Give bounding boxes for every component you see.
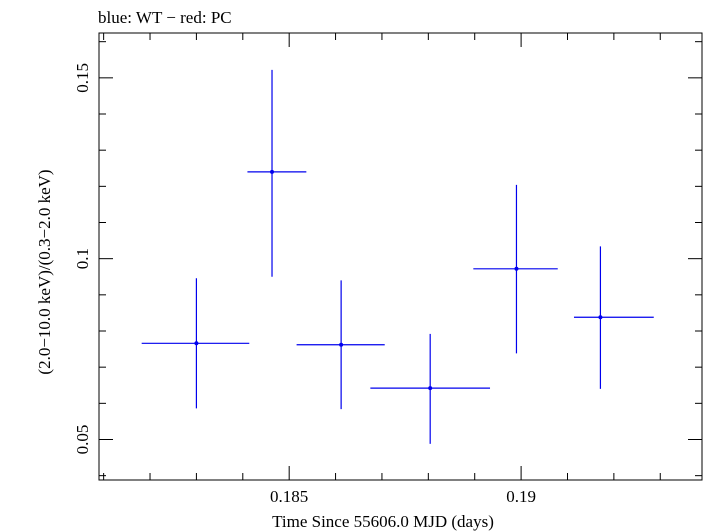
data-point [473,184,558,354]
y-tick-label: 0.15 [73,63,92,93]
y-axis-ticks [99,41,702,477]
point-marker [514,266,519,271]
data-point [370,333,491,444]
x-tick-label: 0.185 [270,487,308,506]
point-marker [598,315,603,320]
point-marker [194,341,199,346]
data-series [141,69,654,444]
y-axis-tick-labels: 0.05 0.1 0.15 [73,63,92,454]
chart-title: blue: WT − red: PC [98,8,232,27]
data-point [247,69,307,277]
y-axis-label: (2.0−10.0 keV)/(0.3−2.0 keV) [35,169,54,374]
data-point [141,278,250,409]
plot-frame [98,32,703,481]
point-marker [339,342,344,347]
data-point [296,280,385,410]
point-marker [428,386,433,391]
point-marker [270,169,275,174]
y-tick-label: 0.05 [73,425,92,455]
x-tick-label: 0.19 [506,487,536,506]
x-axis-label: Time Since 55606.0 MJD (days) [272,512,494,531]
x-axis-ticks [103,33,661,480]
data-point [573,246,654,389]
x-axis-tick-labels: 0.185 0.19 [270,487,536,506]
y-tick-label: 0.1 [73,248,92,269]
